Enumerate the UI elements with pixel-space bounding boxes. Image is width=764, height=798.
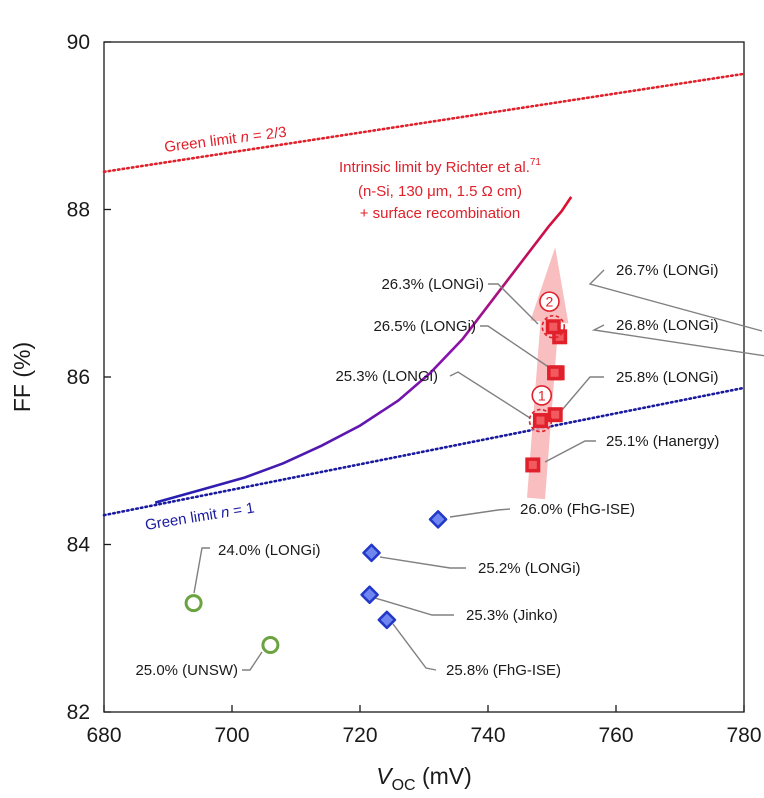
- data-point-square-inner: [549, 322, 558, 331]
- circled-number-ring: [531, 385, 553, 406]
- circled-number-text: 1: [538, 387, 546, 403]
- intrinsic-label-line2: (n-Si, 130 μm, 1.5 Ω cm): [358, 183, 522, 200]
- x-axis-title: VOC (mV): [376, 763, 472, 794]
- x-tick-label: 780: [726, 724, 761, 747]
- circled-numbers: 12: [531, 291, 560, 406]
- data-label: 26.3% (LONGi): [381, 276, 484, 293]
- leader-line: [488, 283, 539, 325]
- x-tick-label: 680: [86, 724, 121, 747]
- x-axis-title-sub: OC: [392, 777, 416, 794]
- y-tick-label: 82: [67, 701, 90, 724]
- circled-number-text: 2: [546, 294, 554, 310]
- x-tick-label: 720: [342, 724, 377, 747]
- intrinsic-label-line3: + surface recombination: [360, 205, 521, 222]
- leader-line: [374, 597, 454, 616]
- data-point-halo: [541, 314, 566, 339]
- data-label: 25.8% (LONGi): [616, 369, 719, 386]
- green-limit-one-line: [102, 386, 746, 517]
- green23-label-n: n: [239, 128, 249, 146]
- data-labels: 26.7% (LONGi) 26.8% (LONGi) 26.3% (LONGi) 2…: [135, 262, 719, 679]
- y-axis: 82 84 86 88 90: [67, 31, 111, 724]
- green-limit-two-thirds-label: Green limit n = 2/3: [163, 124, 287, 156]
- leader-line: [480, 325, 551, 369]
- data-point-square-inner: [551, 410, 560, 419]
- data-label: 25.3% (Jinko): [466, 607, 558, 624]
- leader-line: [193, 547, 210, 594]
- intrinsic-label-sup: 71: [530, 157, 542, 168]
- circled-number-ring: [539, 291, 560, 312]
- leader-line: [392, 623, 437, 671]
- intrinsic-limit-curve: [154, 196, 573, 504]
- data-label: 24.0% (LONGi): [218, 542, 321, 559]
- y-tick-label: 86: [67, 366, 90, 389]
- y-tick-label: 90: [67, 31, 90, 54]
- leader-line: [242, 651, 263, 671]
- x-tick-label: 760: [598, 724, 633, 747]
- x-axis-title-main: V: [376, 763, 394, 789]
- leader-line: [544, 440, 596, 463]
- green1-label-b: = 1: [228, 500, 256, 521]
- leader-line: [379, 556, 466, 569]
- x-axis: 680 700 720 740 760 780: [86, 705, 762, 747]
- data-label: 26.5% (LONGi): [373, 318, 476, 335]
- y-axis-title: FF (%): [9, 342, 35, 412]
- data-point-circle: [184, 594, 203, 613]
- data-point-diamond: [360, 585, 379, 605]
- y-tick-label: 84: [67, 534, 91, 557]
- data-point-square-inner: [555, 332, 564, 341]
- data-label: 26.7% (LONGi): [616, 262, 719, 279]
- data-label: 25.0% (UNSW): [135, 662, 238, 679]
- leader-line: [588, 269, 763, 332]
- data-point-circle: [261, 636, 280, 654]
- data-markers: [184, 314, 568, 654]
- data-point-square-inner: [550, 368, 559, 377]
- intrinsic-label-line1: Intrinsic limit by Richter et al.: [339, 159, 530, 176]
- data-label: 26.0% (FhG-ISE): [520, 501, 635, 518]
- y-tick-label: 88: [67, 199, 90, 222]
- data-point-diamond: [377, 610, 397, 630]
- intrinsic-limit-label: Intrinsic limit by Richter et al.71 (n-S…: [339, 157, 541, 222]
- leader-line: [561, 376, 604, 411]
- green1-label-a: Green limit: [144, 505, 222, 534]
- svg-text:Intrinsic limit by Richter et: Intrinsic limit by Richter et al.71: [339, 157, 541, 176]
- leader-line: [449, 508, 511, 518]
- data-point-diamond: [428, 510, 448, 529]
- green23-label-b: = 2/3: [248, 124, 288, 146]
- leader-line: [591, 324, 764, 357]
- leader-lines: [193, 269, 764, 671]
- data-point-halo: [528, 408, 553, 433]
- green-limit-two-thirds-line: [102, 72, 746, 174]
- leader-line: [449, 371, 531, 419]
- data-point-square-inner: [528, 460, 537, 469]
- data-label: 26.8% (LONGi): [616, 317, 719, 334]
- x-tick-label: 700: [214, 724, 249, 747]
- x-tick-label: 740: [470, 724, 505, 747]
- data-label: 25.3% (LONGi): [335, 368, 438, 385]
- x-axis-title-unit: (mV): [416, 763, 472, 789]
- data-label: 25.2% (LONGi): [478, 560, 581, 577]
- data-label: 25.1% (Hanergy): [606, 433, 719, 450]
- data-label: 25.8% (FhG-ISE): [446, 662, 561, 679]
- data-point-diamond: [362, 543, 381, 563]
- data-point-square-inner: [536, 416, 545, 425]
- green1-label-n: n: [220, 504, 231, 522]
